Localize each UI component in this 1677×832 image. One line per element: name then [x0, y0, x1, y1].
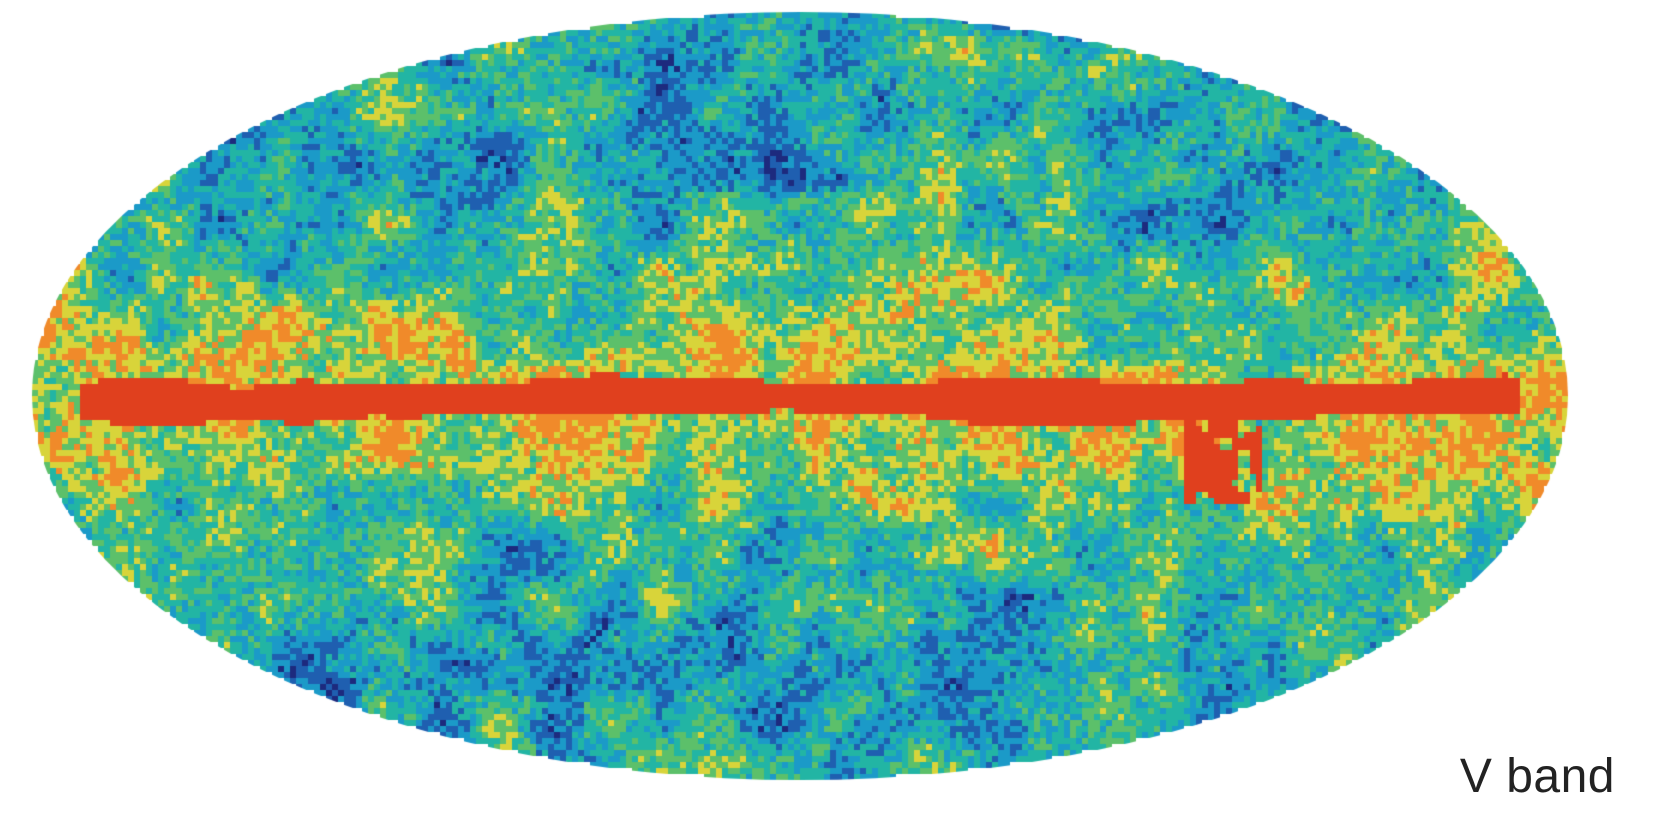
band-label: V band	[1459, 750, 1615, 803]
